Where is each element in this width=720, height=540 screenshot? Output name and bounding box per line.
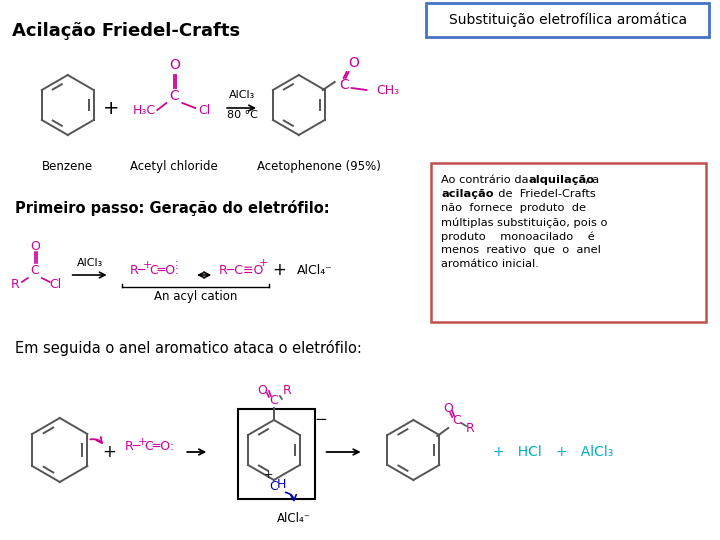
Text: R: R	[466, 422, 474, 435]
Text: O: O	[30, 240, 40, 253]
Text: +: +	[264, 470, 274, 480]
Text: C: C	[452, 414, 461, 427]
Text: Cl: Cl	[50, 279, 62, 292]
Text: Primeiro passo: Geração do eletrófilo:: Primeiro passo: Geração do eletrófilo:	[15, 200, 330, 216]
FancyBboxPatch shape	[431, 163, 706, 322]
Text: Substituição eletrofílica aromática: Substituição eletrofílica aromática	[449, 13, 687, 27]
Text: de  Friedel-Crafts: de Friedel-Crafts	[491, 189, 596, 199]
Text: Ao contrário da: Ao contrário da	[441, 175, 532, 185]
Text: R─: R─	[125, 441, 141, 454]
Text: C: C	[169, 89, 179, 103]
Text: C═O:: C═O:	[150, 264, 179, 276]
Text: produto    monoacilado    é: produto monoacilado é	[441, 231, 595, 241]
Text: AlCl₃: AlCl₃	[76, 258, 103, 268]
Text: −: −	[315, 412, 328, 427]
Text: O: O	[444, 402, 453, 415]
Text: Benzene: Benzene	[42, 160, 94, 173]
Text: 80 °C: 80 °C	[227, 110, 258, 120]
Text: R─: R─	[130, 264, 145, 276]
Text: +: +	[258, 258, 268, 268]
Text: CH₃: CH₃	[377, 84, 400, 97]
Text: menos  reativo  que  o  anel: menos reativo que o anel	[441, 245, 601, 255]
Text: Cl: Cl	[198, 104, 210, 117]
Text: +: +	[103, 98, 120, 118]
Text: Acetyl chloride: Acetyl chloride	[130, 160, 218, 173]
Text: , a: , a	[585, 175, 599, 185]
Text: não  fornece  produto  de: não fornece produto de	[441, 203, 586, 213]
Text: R─C≡O: R─C≡O	[219, 264, 264, 276]
Text: C: C	[339, 78, 348, 92]
Text: :: :	[174, 258, 178, 268]
Text: AlCl₃: AlCl₃	[229, 90, 255, 100]
Text: +   HCl: + HCl	[493, 445, 542, 459]
Text: +: +	[272, 261, 286, 279]
Text: An acyl cation: An acyl cation	[153, 290, 237, 303]
Text: R: R	[282, 383, 292, 396]
Text: alquilação: alquilação	[529, 175, 595, 185]
Text: +   AlCl₃: + AlCl₃	[556, 445, 613, 459]
Text: H: H	[277, 477, 287, 490]
Text: AlCl₄⁻: AlCl₄⁻	[297, 264, 333, 276]
Text: aromático inicial.: aromático inicial.	[441, 259, 539, 269]
Text: C: C	[269, 394, 279, 407]
Text: R: R	[11, 279, 19, 292]
Text: O: O	[169, 58, 180, 72]
Text: +: +	[103, 443, 117, 461]
Text: C═O:: C═O:	[145, 441, 174, 454]
Text: acilação: acilação	[441, 189, 494, 199]
Text: Em seguida o anel aromatico ataca o eletrófilo:: Em seguida o anel aromatico ataca o elet…	[15, 340, 362, 356]
Text: +: +	[143, 260, 152, 270]
Text: H₃C: H₃C	[133, 104, 156, 117]
Text: O: O	[257, 383, 267, 396]
FancyBboxPatch shape	[426, 3, 709, 37]
Text: Acilação Friedel-Crafts: Acilação Friedel-Crafts	[12, 22, 240, 40]
Text: +: +	[138, 437, 147, 447]
Text: C: C	[30, 264, 39, 276]
Text: O: O	[348, 56, 359, 70]
Text: AlCl₄⁻: AlCl₄⁻	[277, 512, 311, 525]
Text: C: C	[269, 481, 279, 494]
Text: múltiplas substituição, pois o: múltiplas substituição, pois o	[441, 217, 608, 227]
Text: Acetophenone (95%): Acetophenone (95%)	[257, 160, 381, 173]
